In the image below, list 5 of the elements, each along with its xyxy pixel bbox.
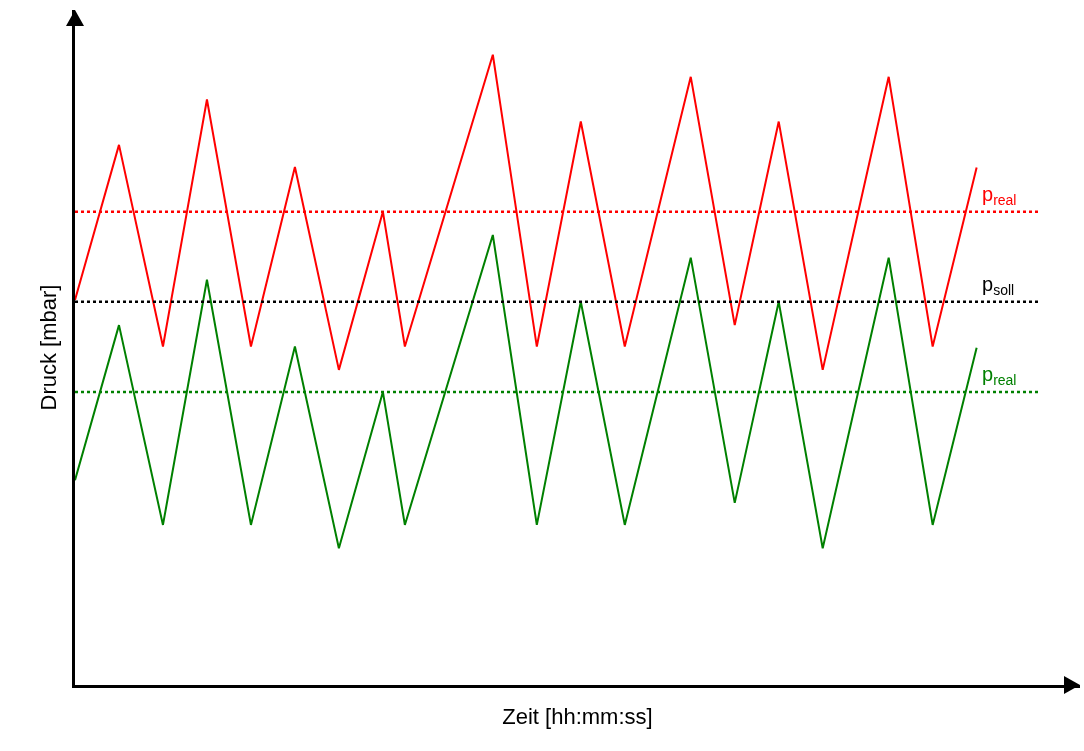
ref-line-label: p$_{real}$ <box>982 363 1017 389</box>
ref-line-label: p$_{soll}$ <box>982 273 1015 299</box>
ref-line-label: p$_{real}$ <box>982 183 1017 209</box>
x-axis-title: Zeit [hh:mm:ss] <box>502 704 653 730</box>
y-axis-title: Druck [mbar] <box>35 284 61 411</box>
